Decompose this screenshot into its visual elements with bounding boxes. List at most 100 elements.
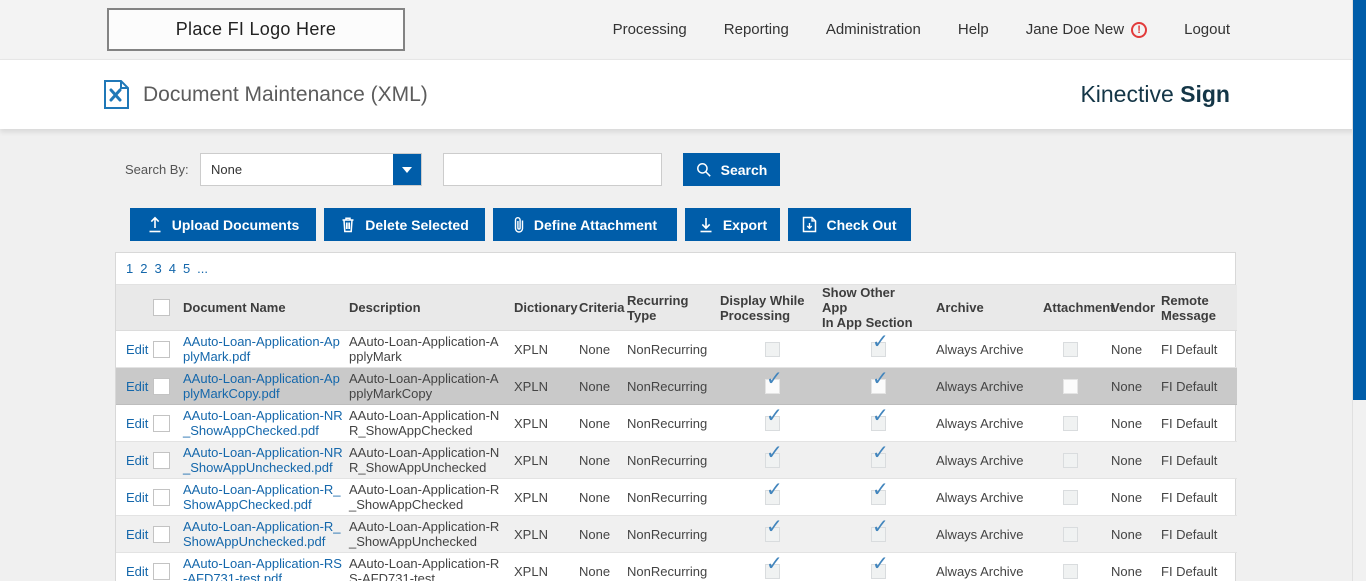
nav-user[interactable]: Jane Doe New ! <box>1025 21 1148 38</box>
select-all-checkbox[interactable] <box>153 299 170 317</box>
recurring-type-cell: NonRecurring <box>623 404 719 442</box>
delete-selected-button[interactable]: Delete Selected <box>324 208 485 241</box>
criteria-cell: None <box>573 515 623 553</box>
edit-link[interactable]: Edit <box>126 489 149 505</box>
page-link-3[interactable]: 3 <box>154 261 162 276</box>
dictionary-cell: XPLN <box>511 441 573 479</box>
row-checkbox[interactable] <box>153 525 170 543</box>
edit-link[interactable]: Edit <box>126 378 149 394</box>
attachment-checkbox <box>1063 527 1078 543</box>
page-link-more[interactable]: ... <box>197 261 209 276</box>
col-show-other-app: Show Other App In App Section <box>819 285 922 331</box>
vendor-cell: None <box>1109 478 1153 516</box>
document-name-link[interactable]: AAuto-Loan-Application-ApplyMark.pdf <box>183 334 340 364</box>
page-link-1[interactable]: 1 <box>126 261 134 276</box>
nav-logout[interactable]: Logout <box>1184 21 1230 38</box>
display-while-processing-checkbox <box>765 482 783 506</box>
recurring-type-cell: NonRecurring <box>623 330 719 368</box>
edit-link[interactable]: Edit <box>126 415 149 431</box>
document-name-link[interactable]: AAuto-Loan-Application-RS-AFD731-test.pd… <box>183 556 342 581</box>
row-checkbox[interactable] <box>153 340 170 358</box>
attachment-checkbox <box>1063 453 1078 469</box>
recurring-type-cell: NonRecurring <box>623 515 719 553</box>
define-attachment-button[interactable]: Define Attachment <box>493 208 677 241</box>
document-name-link[interactable]: AAuto-Loan-Application-R_ShowAppUnchecke… <box>183 519 341 549</box>
title-group: Document Maintenance (XML) <box>103 79 428 110</box>
attachment-checkbox <box>1063 564 1078 580</box>
toolbar: Upload Documents Delete Selected <box>130 208 1366 241</box>
criteria-cell: None <box>573 367 623 405</box>
brand-logo: Kinective Sign <box>1080 81 1230 108</box>
page-link-5[interactable]: 5 <box>182 261 191 276</box>
row-checkbox[interactable] <box>153 562 170 580</box>
dictionary-cell: XPLN <box>511 515 573 553</box>
page-link-4[interactable]: 4 <box>168 261 176 276</box>
vendor-cell: None <box>1109 404 1153 442</box>
show-other-app-checkbox <box>871 408 889 432</box>
chevron-down-icon[interactable] <box>393 154 421 185</box>
remote-message-cell: FI Default <box>1153 367 1237 405</box>
remote-message-cell: FI Default <box>1153 404 1237 442</box>
vendor-cell: None <box>1109 330 1153 368</box>
attachment-checkbox <box>1063 416 1078 432</box>
edit-link[interactable]: Edit <box>126 563 149 579</box>
top-bar: Place FI Logo Here Processing Reporting … <box>0 0 1366 60</box>
document-name-link[interactable]: AAuto-Loan-Application-NR_ShowAppChecked… <box>183 408 343 438</box>
nav-help[interactable]: Help <box>957 21 989 38</box>
show-other-app-checkbox <box>871 334 889 358</box>
check-out-button[interactable]: Check Out <box>788 208 911 241</box>
search-row: Search By: None Search <box>125 153 1366 186</box>
row-checkbox[interactable] <box>153 377 170 395</box>
document-name-link[interactable]: AAuto-Loan-Application-R_ShowAppChecked.… <box>183 482 341 512</box>
remote-message-cell: FI Default <box>1153 478 1237 516</box>
define-attachment-label: Define Attachment <box>533 216 658 233</box>
nav-processing[interactable]: Processing <box>612 21 687 38</box>
search-by-select[interactable]: None <box>200 153 422 186</box>
table-row: Edit AAuto-Loan-Application-R_ShowAppChe… <box>116 478 1237 516</box>
display-while-processing-checkbox <box>765 342 780 358</box>
col-dictionary: Dictionary <box>511 285 578 331</box>
documents-table: Document Name Description Dictionary Cri… <box>116 285 1237 581</box>
top-nav: Processing Reporting Administration Help… <box>613 21 1230 38</box>
scrollbar[interactable] <box>1352 0 1366 581</box>
trash-icon <box>340 216 356 233</box>
edit-link[interactable]: Edit <box>126 526 149 542</box>
search-input[interactable] <box>443 153 662 186</box>
row-checkbox[interactable] <box>153 488 170 506</box>
upload-documents-button[interactable]: Upload Documents <box>130 208 316 241</box>
display-while-processing-checkbox <box>765 519 783 543</box>
row-checkbox[interactable] <box>153 414 170 432</box>
show-other-app-checkbox <box>871 482 889 506</box>
dictionary-cell: XPLN <box>511 367 573 405</box>
document-name-link[interactable]: AAuto-Loan-Application-NR_ShowAppUncheck… <box>183 445 343 475</box>
nav-administration[interactable]: Administration <box>825 21 921 38</box>
pagination: 1 2 3 4 5 ... <box>116 253 1235 285</box>
search-button[interactable]: Search <box>683 153 780 186</box>
document-name-link[interactable]: AAuto-Loan-Application-ApplyMarkCopy.pdf <box>183 371 340 401</box>
archive-cell: Always Archive <box>922 478 1033 516</box>
criteria-cell: None <box>573 478 623 516</box>
download-icon <box>698 216 714 233</box>
fi-logo-placeholder: Place FI Logo Here <box>107 8 405 51</box>
criteria-cell: None <box>573 441 623 479</box>
user-name: Jane Doe New <box>1025 21 1125 38</box>
col-criteria: Criteria <box>573 285 625 331</box>
search-by-selected-value: None <box>211 162 243 177</box>
scrollbar-thumb[interactable] <box>1353 0 1366 400</box>
description-cell: AAuto-Loan-Application-NR_ShowAppChecked <box>349 404 511 442</box>
remote-message-cell: FI Default <box>1153 441 1237 479</box>
col-archive: Archive <box>922 285 1033 331</box>
search-icon <box>696 162 712 178</box>
edit-link[interactable]: Edit <box>126 341 149 357</box>
nav-reporting[interactable]: Reporting <box>723 21 789 38</box>
archive-cell: Always Archive <box>922 404 1033 442</box>
row-checkbox[interactable] <box>153 451 170 469</box>
recurring-type-cell: NonRecurring <box>623 441 719 479</box>
edit-link[interactable]: Edit <box>126 452 149 468</box>
page-link-2[interactable]: 2 <box>140 261 148 276</box>
table-row: Edit AAuto-Loan-Application-NR_ShowAppCh… <box>116 404 1237 442</box>
show-other-app-checkbox <box>871 371 889 395</box>
document-maintenance-icon <box>103 79 130 110</box>
export-button[interactable]: Export <box>685 208 780 241</box>
table-row: Edit AAuto-Loan-Application-ApplyMark.pd… <box>116 330 1237 368</box>
